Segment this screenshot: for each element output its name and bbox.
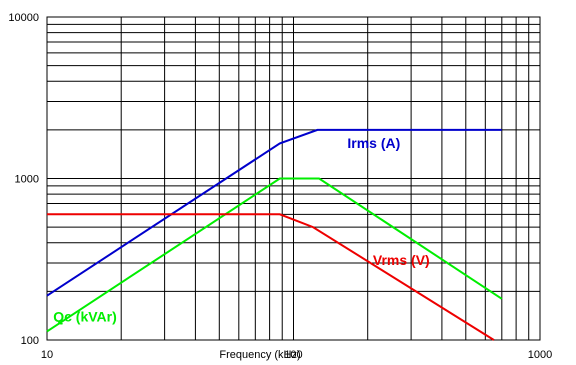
series-line-1 bbox=[46, 177, 503, 333]
series-line-2 bbox=[47, 213, 495, 341]
y-tick-label: 100 bbox=[21, 335, 39, 347]
gridlines bbox=[47, 17, 540, 340]
x-tick-labels: 10 100 1000 bbox=[41, 349, 552, 361]
series-lines bbox=[46, 128, 503, 341]
series-label-0: Irms (A) bbox=[347, 135, 400, 151]
x-tick-label: 100 bbox=[284, 349, 302, 361]
x-tick-label: 10 bbox=[41, 349, 53, 361]
y-tick-labels: 100 1000 10000 bbox=[8, 12, 39, 347]
x-tick-label: 1000 bbox=[528, 349, 552, 361]
series-label-2: Vrms (V) bbox=[373, 252, 430, 268]
series-label-1: Qc (kVAr) bbox=[53, 308, 117, 324]
y-tick-label: 10000 bbox=[8, 12, 39, 24]
x-axis-title: Frequency (kHz) bbox=[219, 349, 300, 361]
plot-border bbox=[46, 16, 541, 341]
series-line-0 bbox=[46, 128, 502, 297]
y-tick-label: 1000 bbox=[15, 174, 39, 186]
series-labels: Irms (A) Qc (kVAr) Vrms (V) bbox=[53, 135, 430, 325]
